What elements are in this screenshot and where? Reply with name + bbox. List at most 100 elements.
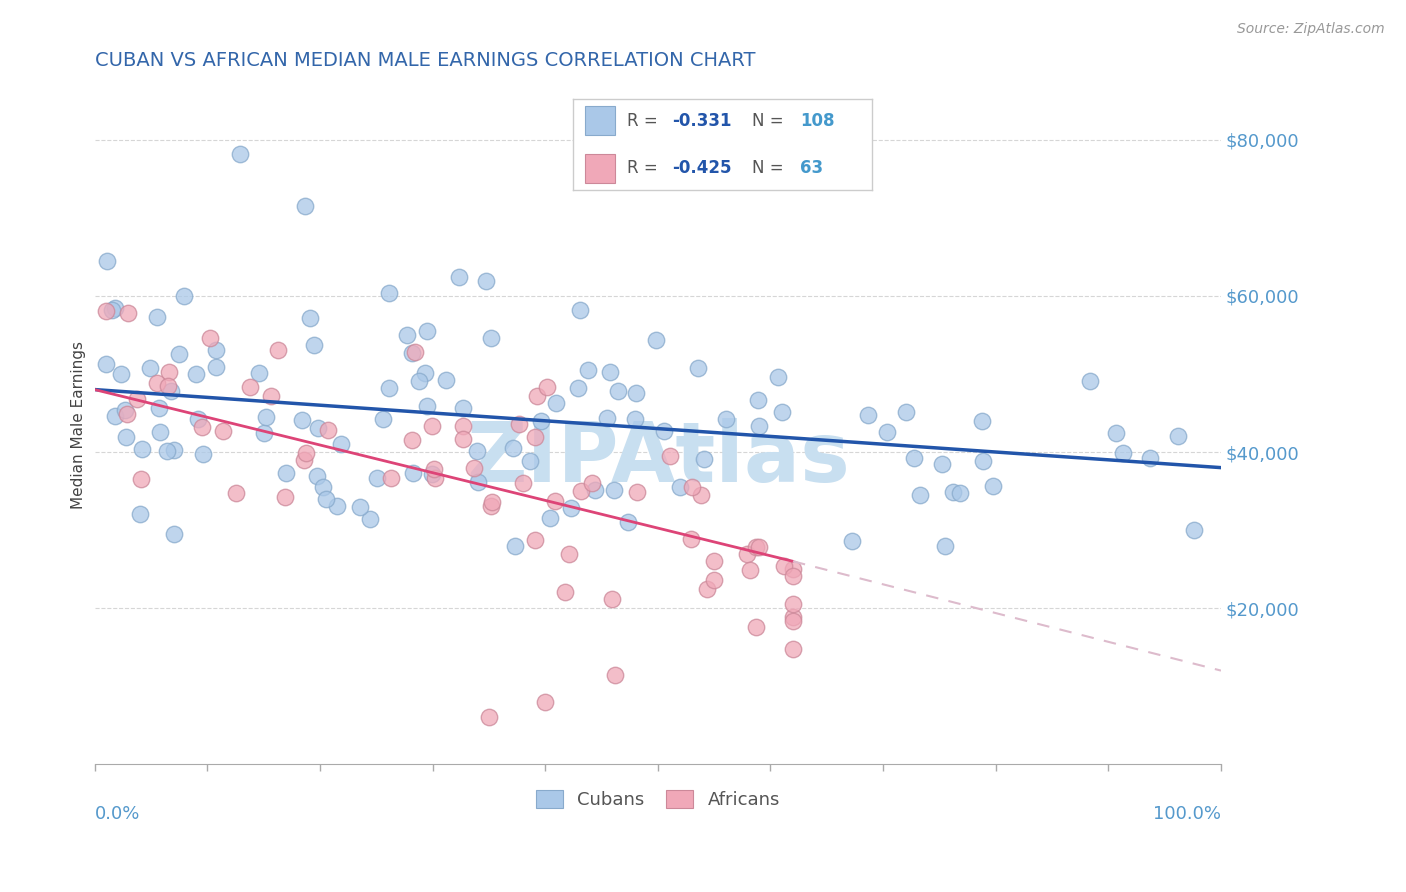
Point: [312, 480, 335, 494]
Point: [305, 468, 328, 483]
Point: [669, 480, 692, 494]
Point: [479, 331, 502, 345]
Point: [524, 430, 547, 444]
Point: [624, 385, 647, 400]
Point: [538, 511, 561, 525]
Point: [782, 597, 804, 611]
Point: [1167, 429, 1189, 443]
Point: [941, 485, 963, 500]
Point: [773, 559, 796, 574]
Point: [326, 499, 349, 513]
Point: [560, 500, 582, 515]
Point: [434, 373, 457, 387]
Point: [467, 475, 489, 490]
Point: [186, 368, 208, 382]
Point: [463, 460, 485, 475]
Point: [782, 569, 804, 583]
Point: [408, 374, 430, 388]
Point: [254, 409, 277, 424]
Point: [644, 333, 666, 347]
Point: [530, 414, 553, 428]
Point: [745, 620, 768, 634]
Point: [292, 452, 315, 467]
Point: [413, 367, 436, 381]
Point: [735, 547, 758, 561]
Point: [451, 401, 474, 416]
Point: [534, 695, 557, 709]
Point: [616, 515, 638, 529]
Point: [745, 540, 768, 554]
Point: [302, 338, 325, 352]
Point: [1105, 425, 1128, 440]
Point: [607, 384, 630, 398]
Point: [157, 378, 180, 392]
Point: [125, 392, 148, 406]
Point: [508, 417, 530, 431]
Point: [1182, 524, 1205, 538]
Point: [544, 493, 567, 508]
Point: [131, 442, 153, 456]
Point: [544, 396, 567, 410]
Point: [200, 330, 222, 344]
Point: [972, 454, 994, 468]
Point: [689, 488, 711, 502]
Point: [681, 480, 703, 494]
Point: [169, 347, 191, 361]
Point: [766, 369, 789, 384]
Point: [402, 466, 425, 480]
Point: [524, 533, 547, 547]
Legend: Cubans, Africans: Cubans, Africans: [529, 782, 787, 816]
Point: [1139, 451, 1161, 466]
Point: [596, 410, 619, 425]
Point: [626, 485, 648, 500]
Text: 100.0%: 100.0%: [1153, 805, 1220, 823]
Point: [503, 539, 526, 553]
Point: [139, 361, 162, 376]
Point: [696, 582, 718, 596]
Point: [423, 462, 446, 476]
Point: [416, 399, 439, 413]
Point: [377, 381, 399, 395]
Point: [747, 393, 769, 408]
Point: [114, 402, 136, 417]
Point: [703, 554, 725, 568]
Point: [423, 471, 446, 485]
Point: [569, 484, 592, 499]
Point: [583, 483, 606, 498]
Point: [104, 301, 127, 315]
Point: [554, 585, 576, 599]
Point: [693, 451, 716, 466]
Point: [117, 306, 139, 320]
Point: [160, 384, 183, 398]
Point: [94, 357, 117, 371]
Point: [478, 710, 501, 724]
Point: [148, 401, 170, 415]
Point: [291, 413, 314, 427]
Text: Source: ZipAtlas.com: Source: ZipAtlas.com: [1237, 22, 1385, 37]
Point: [578, 363, 600, 377]
Point: [315, 492, 337, 507]
Point: [420, 467, 443, 481]
Point: [748, 419, 770, 434]
Point: [380, 471, 402, 485]
Point: [569, 302, 592, 317]
Point: [856, 408, 879, 422]
Point: [211, 425, 233, 439]
Point: [983, 479, 1005, 493]
Point: [1078, 374, 1101, 388]
Point: [624, 412, 647, 426]
Point: [191, 447, 214, 461]
Point: [329, 437, 352, 451]
Point: [481, 495, 503, 509]
Point: [101, 303, 124, 318]
Point: [371, 412, 394, 426]
Point: [128, 507, 150, 521]
Point: [903, 451, 925, 466]
Point: [239, 380, 262, 394]
Point: [738, 563, 761, 577]
Point: [404, 344, 426, 359]
Point: [94, 303, 117, 318]
Point: [600, 591, 623, 606]
Point: [451, 432, 474, 446]
Point: [163, 527, 186, 541]
